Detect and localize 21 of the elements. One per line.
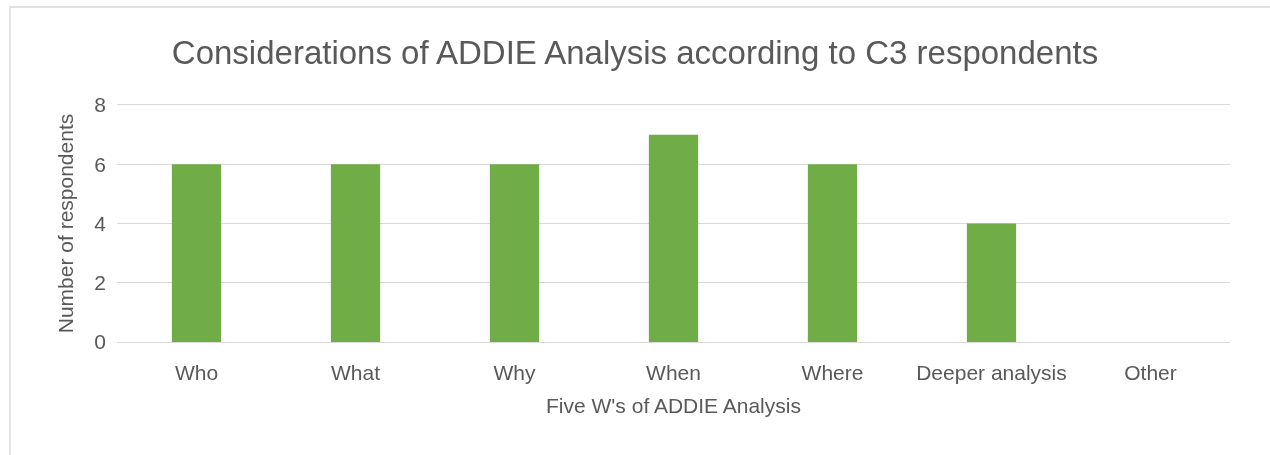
bar (966, 223, 1017, 342)
y-tick-label: 8 (94, 93, 106, 117)
x-axis-title: Five W's of ADDIE Analysis (546, 393, 801, 417)
x-tick-label: Where (801, 361, 864, 385)
chart-title: Considerations of ADDIE Analysis according to C3 respondents (171, 33, 1099, 71)
bar (171, 164, 222, 342)
y-tick-label: 4 (94, 211, 107, 235)
y-axis-title: Number of respondents (54, 113, 78, 334)
x-tick-label: Who (174, 361, 219, 385)
x-tick-label: What (330, 361, 381, 385)
x-tick-label: Why (493, 361, 536, 385)
bar (807, 164, 858, 342)
bar (330, 164, 381, 342)
y-tick-label: 0 (94, 330, 106, 354)
y-tick-label: 6 (94, 152, 106, 176)
y-tick-label: 2 (94, 271, 106, 295)
bar (648, 134, 699, 342)
x-tick-label: Deeper analysis (916, 361, 1067, 385)
bar (489, 164, 540, 342)
x-tick-label: Other (1124, 361, 1177, 385)
x-tick-label: When (646, 361, 701, 385)
